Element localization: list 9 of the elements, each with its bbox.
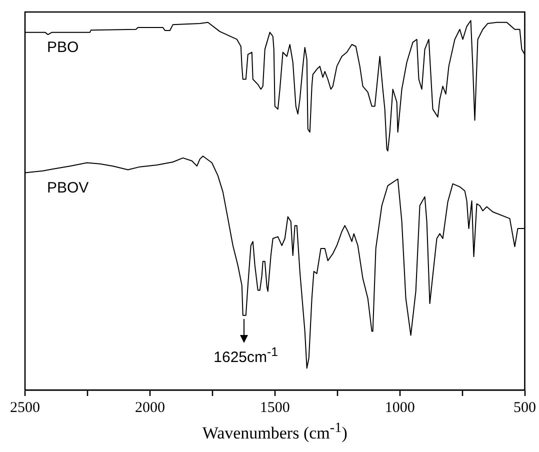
x-axis-title: Wavenumbers (cm$^{-1}$) <box>201 420 348 444</box>
series-label: PBOV <box>47 179 89 196</box>
x-tick-label: 500 <box>514 400 536 416</box>
x-tick-label: 1500 <box>260 400 290 416</box>
x-tick-label: 2000 <box>134 400 165 416</box>
x-tick-label: 1000 <box>384 400 415 416</box>
x-tick-label: 2500 <box>10 400 40 416</box>
series-label: PBO <box>47 38 79 56</box>
annotation: 1625cm$^{-1}$ <box>214 345 278 366</box>
